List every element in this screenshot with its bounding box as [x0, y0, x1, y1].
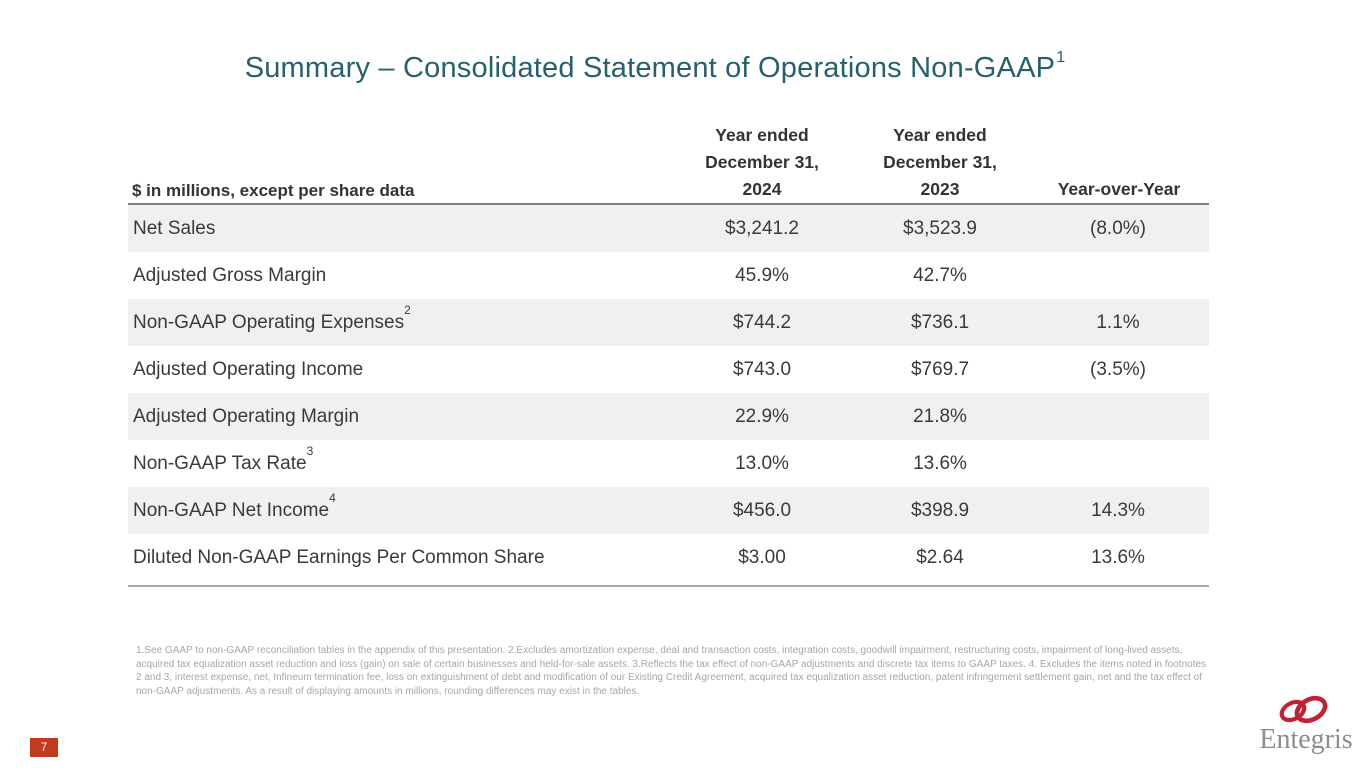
row-label: Non-GAAP Tax Rate3	[128, 445, 673, 475]
row-label-text: Adjusted Gross Margin	[133, 264, 327, 286]
column-header-2023-line2: December 31,	[883, 152, 997, 172]
value-2023: 13.6%	[913, 452, 967, 474]
table-row: Adjusted Gross Margin 45.9% 42.7%	[128, 252, 1209, 299]
value-2023: $398.9	[910, 499, 970, 521]
value-2024: $3,241.2	[725, 217, 799, 239]
row-footnote-marker: 2	[404, 303, 411, 318]
value-2024: 13.0%	[735, 452, 789, 474]
column-header-2023-line1: Year ended	[893, 125, 987, 145]
logo-rings-icon	[1279, 695, 1328, 724]
summary-table: Net Sales $3,241.2 $3,523.9 (8.0%) Adjus…	[128, 205, 1209, 581]
row-label-text: Diluted Non-GAAP Earnings Per Common Sha…	[133, 546, 545, 568]
entegris-logo-graphic: Entegris	[1259, 695, 1353, 755]
column-header-2024-line3: 2024	[742, 179, 782, 199]
row-label: Net Sales	[128, 218, 673, 240]
value-yoy: 14.3%	[1091, 499, 1145, 521]
table-row: Non-GAAP Operating Expenses2 $744.2 $736…	[128, 299, 1209, 346]
value-yoy: (8.0%)	[1090, 217, 1146, 239]
table-row: Diluted Non-GAAP Earnings Per Common Sha…	[128, 534, 1209, 581]
table-bottom-divider	[128, 585, 1209, 587]
row-label: Diluted Non-GAAP Earnings Per Common Sha…	[128, 547, 673, 569]
page-title-text: Summary – Consolidated Statement of Oper…	[244, 52, 1056, 84]
row-label-text: Non-GAAP Net Income	[133, 499, 330, 521]
column-header-2023: Year ended December 31, 2023	[851, 122, 1029, 203]
entegris-logo: Entegris	[1254, 694, 1358, 760]
row-footnote-marker: 3	[306, 444, 314, 459]
row-label: Non-GAAP Operating Expenses2	[128, 304, 673, 334]
column-header-2023-line3: 2023	[920, 179, 960, 199]
table-row: Non-GAAP Tax Rate3 13.0% 13.6%	[128, 440, 1209, 487]
table-header-divider	[128, 203, 1209, 205]
page-title: Summary – Consolidated Statement of Oper…	[128, 49, 1181, 85]
row-label-text: Non-GAAP Operating Expenses	[133, 311, 405, 333]
value-yoy: (3.5%)	[1090, 358, 1146, 380]
row-footnote-marker: 4	[329, 491, 336, 506]
row-label-text: Non-GAAP Tax Rate	[133, 452, 307, 474]
row-label-text: Adjusted Operating Income	[133, 358, 364, 380]
table-row: Adjusted Operating Margin 22.9% 21.8%	[128, 393, 1209, 440]
value-2024: $3.00	[738, 546, 786, 568]
value-2023: $2.64	[916, 546, 964, 568]
value-2023: 42.7%	[913, 264, 967, 286]
row-label: Adjusted Operating Income	[128, 359, 673, 381]
row-label-text: Adjusted Operating Margin	[133, 405, 360, 427]
value-2023: $769.7	[910, 358, 970, 380]
table-row: Net Sales $3,241.2 $3,523.9 (8.0%)	[128, 205, 1209, 252]
value-2024: $456.0	[732, 499, 792, 521]
column-header-2024-line2: December 31,	[705, 152, 819, 172]
table-row: Adjusted Operating Income $743.0 $769.7 …	[128, 346, 1209, 393]
logo-wordmark: Entegris	[1259, 724, 1352, 755]
title-footnote-marker: 1	[1056, 49, 1066, 67]
row-label: Adjusted Operating Margin	[128, 406, 673, 428]
column-header-2024: Year ended December 31, 2024	[673, 122, 851, 203]
page-number: 7	[40, 741, 48, 754]
table-row: Non-GAAP Net Income4 $456.0 $398.9 14.3%	[128, 487, 1209, 534]
value-2024: $744.2	[732, 311, 792, 333]
value-2023: $736.1	[910, 311, 970, 333]
row-label-text: Net Sales	[133, 217, 216, 239]
column-header-yoy: Year-over-Year	[1057, 179, 1181, 199]
value-yoy: 13.6%	[1091, 546, 1145, 568]
value-2023: $3,523.9	[903, 217, 977, 239]
value-2023: 21.8%	[913, 405, 967, 427]
row-label: Non-GAAP Net Income4	[128, 492, 673, 522]
footnotes-text: 1.See GAAP to non-GAAP reconciliation ta…	[136, 645, 1207, 697]
page-number-badge: 7	[30, 738, 58, 757]
row-label: Adjusted Gross Margin	[128, 265, 673, 287]
column-header-2024-line1: Year ended	[715, 125, 809, 145]
value-2024: $743.0	[732, 358, 792, 380]
value-yoy: 1.1%	[1096, 311, 1140, 333]
value-2024: 22.9%	[735, 405, 789, 427]
value-2024: 45.9%	[735, 264, 789, 286]
table-units-label: $ in millions, except per share data	[132, 181, 415, 200]
